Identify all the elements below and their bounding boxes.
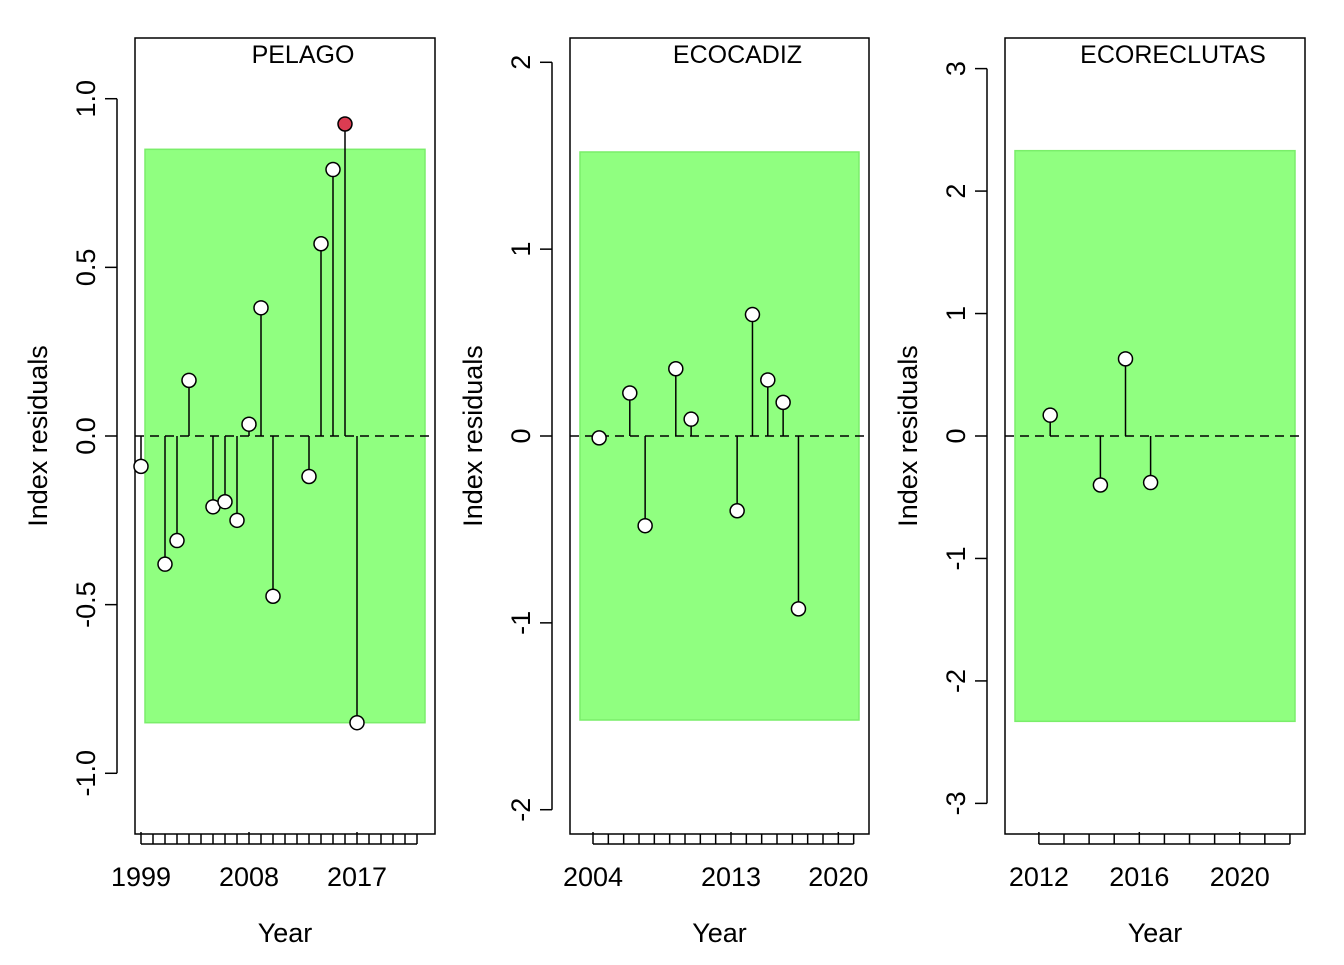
y-axis-title: Index residuals (458, 345, 488, 527)
residual-point (157, 556, 173, 572)
y-tick-label: 1 (941, 306, 971, 321)
y-tick-label: 0.0 (71, 417, 101, 455)
x-tick-label: 2020 (808, 862, 868, 892)
x-tick-label: 2020 (1210, 862, 1270, 892)
residual-point (744, 306, 761, 323)
y-axis-title: Index residuals (23, 345, 53, 527)
residual-point (229, 512, 245, 529)
y-tick-label: 0.5 (71, 249, 101, 287)
residual-point (683, 411, 699, 427)
residual-point (133, 458, 149, 475)
residual-point (325, 161, 341, 178)
y-tick-label: 1 (506, 242, 536, 257)
residual-point (169, 532, 185, 549)
residual-point (181, 372, 197, 389)
y-tick-label: -1 (941, 546, 971, 570)
plot-frame (1004, 37, 1306, 835)
residual-point (790, 601, 807, 617)
x-tick-label: 2016 (1109, 862, 1169, 892)
y-tick-label: 2 (506, 55, 536, 70)
plot-frame (569, 37, 870, 835)
residual-point (622, 385, 638, 401)
residual-point (241, 416, 257, 432)
panel-title: PELAGO (252, 41, 355, 69)
y-tick-label: -1.0 (71, 750, 101, 797)
panel-ecoreclutas: ECORECLUTAS -3 -2 -1 0 1 2 3 Index residuals 2012… (893, 37, 1306, 948)
residual-point-outlier (337, 116, 353, 132)
residual-point (729, 502, 745, 519)
panel-title: ECORECLUTAS (1080, 41, 1266, 69)
y-axis-title: Index residuals (893, 345, 923, 527)
x-tick-label: 1999 (111, 862, 171, 892)
x-tick-label: 2008 (219, 862, 279, 892)
residual-point (668, 360, 684, 377)
residual-point (349, 714, 365, 731)
residual-point (775, 394, 791, 411)
panel-ecocadiz: ECOCADIZ -2 -1 0 1 2 Index residuals 2004 2013 20… (458, 37, 870, 948)
x-tick-label: 2004 (563, 862, 623, 892)
y-tick-label: -2 (941, 669, 971, 693)
x-tick-label: 2017 (327, 862, 387, 892)
residual-point (1042, 407, 1058, 423)
y-tick-label: 3 (941, 61, 971, 76)
panel-title: ECOCADIZ (673, 41, 802, 69)
residual-point (1117, 351, 1134, 367)
y-tick-label: 2 (941, 184, 971, 199)
y-tick-label: 0 (941, 428, 971, 443)
y-tick-label: -0.5 (71, 581, 101, 628)
x-axis-title: Year (1128, 918, 1183, 948)
y-tick-label: 1.0 (71, 80, 101, 118)
residual-point (265, 588, 281, 604)
y-tick-label: -3 (941, 791, 971, 815)
residual-point (1092, 477, 1109, 493)
x-tick-label: 2012 (1009, 862, 1069, 892)
residual-point (301, 468, 317, 485)
residual-point (313, 235, 329, 252)
residual-point (591, 430, 607, 446)
residual-point (253, 300, 269, 316)
panel-pelago: PELAGO -1.0 -0.5 0.0 0.5 1.0 Index residuals 19… (23, 37, 436, 948)
x-axis-title: Year (692, 918, 747, 948)
residual-point (637, 517, 653, 534)
residual-point (760, 372, 776, 388)
residual-point (1142, 474, 1159, 491)
y-tick-label: -2 (506, 798, 536, 822)
residual-point (217, 494, 233, 510)
y-tick-label: 0 (506, 428, 536, 443)
x-tick-label: 2013 (701, 862, 761, 892)
y-tick-label: -1 (506, 611, 536, 635)
x-axis-title: Year (258, 918, 313, 948)
